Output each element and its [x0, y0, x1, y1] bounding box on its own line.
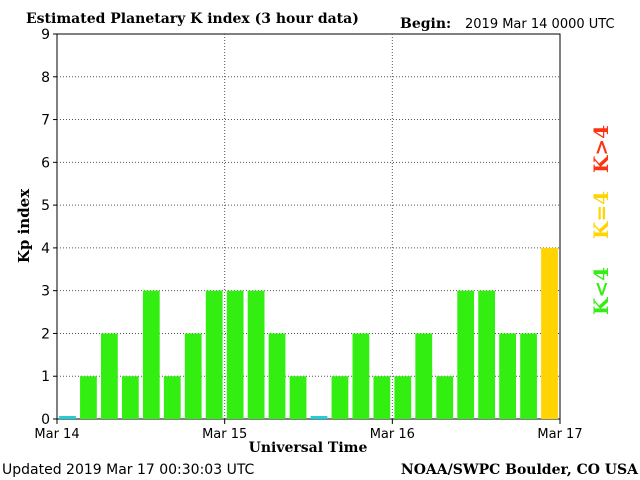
- updated-timestamp: Updated 2019 Mar 17 00:30:03 UTC: [2, 462, 255, 478]
- y-tick-label: 1: [41, 369, 50, 385]
- x-axis-label: Universal Time: [249, 440, 368, 456]
- chart-title: Estimated Planetary K index (3 hour data…: [26, 11, 359, 27]
- y-tick-label: 8: [41, 70, 50, 86]
- kp-bar: [394, 376, 412, 419]
- kp-bar: [541, 247, 558, 419]
- kp-bar: [247, 290, 265, 419]
- y-axis-label: Kp index: [15, 188, 33, 263]
- x-tick-label: Mar 17: [537, 427, 582, 442]
- x-tick-label: Mar 15: [202, 427, 247, 442]
- y-tick-label: 5: [41, 198, 50, 214]
- y-tick-label: 0: [41, 412, 50, 428]
- legend-k-greater-4: K>4: [589, 125, 613, 173]
- kp-bar: [478, 290, 496, 419]
- begin-value: 2019 Mar 14 0000 UTC: [465, 17, 615, 32]
- legend-k-equal-4: K=4: [589, 191, 613, 239]
- grid-lines: [57, 34, 560, 419]
- kp-bar: [268, 333, 286, 419]
- y-tick-label: 9: [41, 27, 50, 43]
- kp-bar: [80, 376, 97, 419]
- y-tick-label: 3: [41, 284, 50, 300]
- bar-series: [59, 247, 558, 419]
- kp-bar: [310, 416, 328, 419]
- kp-bar: [436, 376, 454, 419]
- kp-bar: [331, 376, 349, 419]
- kp-bar: [415, 333, 433, 419]
- kp-bar: [101, 333, 118, 419]
- kp-bar: [289, 376, 307, 419]
- kp-bar: [499, 333, 516, 419]
- plot-area: [56, 33, 561, 420]
- source-credit: NOAA/SWPC Boulder, CO USA: [401, 462, 639, 478]
- x-tick-label: Mar 16: [370, 427, 415, 442]
- kp-bar: [457, 290, 475, 419]
- y-tick-label: 7: [41, 113, 50, 129]
- kp-bar: [163, 376, 181, 419]
- kp-bar: [205, 290, 223, 419]
- y-tick-label: 4: [41, 241, 50, 257]
- kp-bar: [352, 333, 370, 419]
- y-axis-ticks: 0 1 2 3 4 5 6 7 8 9: [41, 27, 57, 428]
- kp-bar: [184, 333, 202, 419]
- x-axis-ticks: Mar 14 Mar 15 Mar 16 Mar 17: [34, 419, 583, 442]
- kp-bar: [121, 376, 139, 419]
- kp-bar: [226, 290, 244, 419]
- kp-bar: [142, 290, 160, 419]
- y-tick-label: 6: [41, 155, 50, 171]
- legend-k-less-4: K<4: [589, 267, 613, 315]
- kp-bar: [373, 376, 391, 419]
- kp-bar: [59, 416, 76, 419]
- kp-bar: [520, 333, 537, 419]
- begin-label: Begin:: [400, 16, 451, 32]
- y-tick-label: 2: [41, 326, 50, 342]
- x-tick-label: Mar 14: [34, 427, 79, 442]
